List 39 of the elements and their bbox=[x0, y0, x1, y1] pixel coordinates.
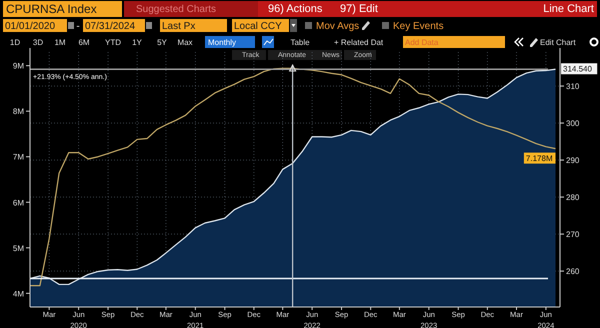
y2-tick-label: 270 bbox=[566, 230, 580, 240]
text: Edit Chart bbox=[540, 38, 576, 47]
text: 6M bbox=[78, 38, 90, 47]
text: 3D bbox=[32, 38, 44, 47]
text: Key Events bbox=[393, 21, 444, 32]
y-tick-label: 8M bbox=[12, 107, 24, 116]
text: 01/01/2020 bbox=[5, 21, 56, 32]
data-label: 7.178M bbox=[526, 154, 553, 164]
text: - bbox=[76, 21, 80, 32]
chart-title: CPURNSA Index bbox=[6, 2, 97, 16]
text: Add Data bbox=[405, 38, 439, 47]
text: Mov Avgs bbox=[316, 21, 360, 32]
text: Monthly bbox=[208, 38, 236, 47]
text: + Related Dat bbox=[334, 38, 384, 47]
text: Table bbox=[290, 38, 310, 47]
text: Suggested Charts bbox=[136, 4, 216, 15]
y-tick-label: 6M bbox=[12, 198, 24, 208]
text: 1M bbox=[54, 38, 66, 47]
y-tick-label: 7M bbox=[12, 152, 24, 162]
text: Last Px bbox=[162, 21, 196, 32]
text: 07/31/2024 bbox=[85, 21, 136, 32]
text: 1D bbox=[10, 38, 20, 47]
y2-tick-label: 260 bbox=[566, 267, 580, 276]
y2-tick-label: 310 bbox=[566, 82, 580, 92]
text: Max bbox=[177, 38, 193, 47]
y-tick-label: 9M bbox=[12, 62, 24, 71]
text: 1Y bbox=[132, 38, 143, 47]
text: 97) Edit bbox=[340, 3, 378, 15]
y2-tick-label: 280 bbox=[566, 193, 580, 202]
y-tick-label: 5M bbox=[12, 244, 24, 253]
text: Line Chart bbox=[543, 3, 594, 15]
text: 5Y bbox=[157, 38, 168, 47]
text: YTD bbox=[105, 38, 122, 47]
y2-tick-label: 300 bbox=[566, 119, 580, 128]
y2-tick-label: 290 bbox=[566, 156, 580, 166]
y-tick-label: 4M bbox=[12, 289, 24, 298]
data-label: 314.540 bbox=[563, 64, 592, 74]
text: Local CCY bbox=[234, 21, 282, 32]
text: 96) Actions bbox=[268, 3, 323, 15]
